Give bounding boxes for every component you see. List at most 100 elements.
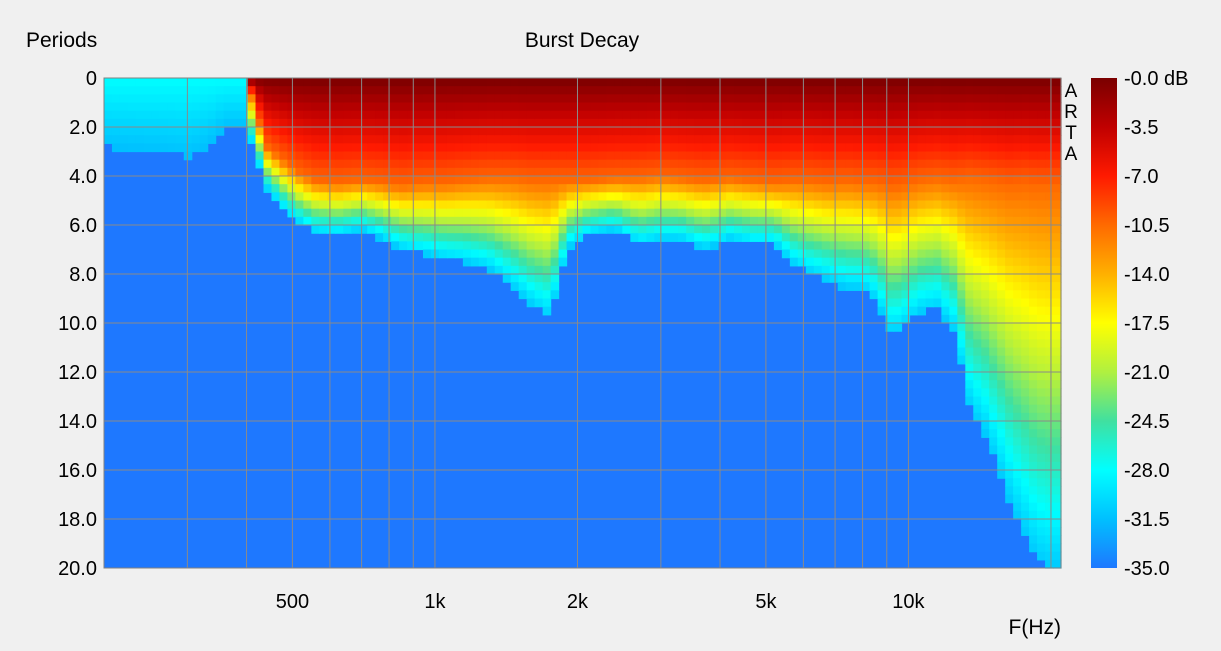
heatmap-cell (446, 241, 456, 251)
heatmap-cell (638, 94, 647, 104)
heatmap-cell (1037, 323, 1046, 332)
heatmap-cell (853, 274, 863, 283)
heatmap-cell (646, 159, 655, 169)
heatmap-cell (757, 233, 767, 242)
heatmap-cell (303, 127, 312, 136)
heatmap-cell (1013, 143, 1022, 153)
heatmap-cell (534, 192, 544, 202)
heatmap-cell (1045, 184, 1054, 193)
heatmap-cell (686, 200, 695, 210)
heatmap-cell (901, 127, 911, 136)
heatmap-cell (1013, 461, 1022, 471)
heatmap-cell (582, 110, 592, 120)
heatmap-cell (502, 110, 512, 120)
heatmap-cell (989, 78, 998, 87)
heatmap-cell (821, 257, 831, 267)
heatmap-cell (391, 159, 400, 169)
heatmap-cell (438, 135, 448, 144)
heatmap-cell (989, 257, 998, 267)
heatmap-cell (813, 241, 823, 251)
heatmap-cell (789, 151, 799, 161)
heatmap-cell (159, 135, 169, 144)
heatmap-cell (279, 151, 289, 161)
heatmap-cell (662, 216, 671, 226)
heatmap-cell (989, 306, 998, 316)
heatmap-cell (399, 167, 408, 177)
heatmap-cell (582, 102, 592, 112)
heatmap-cell (965, 233, 974, 242)
heatmap-cell (765, 159, 775, 169)
heatmap-cell (303, 135, 312, 144)
heatmap-cell (438, 241, 448, 251)
heatmap-cell (343, 102, 352, 112)
heatmap-cell (391, 94, 400, 104)
heatmap-cell (829, 176, 839, 185)
heatmap-cell (343, 78, 352, 87)
heatmap-cell (303, 102, 312, 112)
heatmap-cell (997, 225, 1006, 234)
heatmap-cell (279, 118, 289, 128)
heatmap-cell (383, 233, 392, 242)
heatmap-cell (1037, 388, 1046, 398)
heatmap-cell (813, 135, 823, 144)
heatmap-cell (630, 127, 639, 136)
heatmap-cell (933, 86, 942, 95)
heatmap-cell (829, 102, 839, 112)
heatmap-cell (423, 102, 432, 112)
heatmap-cell (574, 78, 584, 87)
heatmap-cell (399, 216, 408, 226)
heatmap-cell (462, 208, 472, 218)
heatmap-cell (861, 233, 871, 242)
heatmap-cell (670, 176, 679, 185)
heatmap-cell (215, 118, 225, 128)
heatmap-cell (1021, 323, 1030, 332)
heatmap-cell (989, 421, 998, 430)
heatmap-cell (853, 127, 863, 136)
heatmap-cell (861, 282, 871, 291)
heatmap-cell (765, 143, 775, 153)
heatmap-cell (742, 225, 751, 234)
heatmap-cell (295, 167, 304, 177)
heatmap-cell (1005, 331, 1014, 340)
heatmap-cell (861, 241, 871, 251)
heatmap-cell (965, 200, 974, 210)
heatmap-cell (550, 167, 560, 177)
heatmap-cell (646, 118, 655, 128)
heatmap-cell (1029, 86, 1038, 95)
heatmap-cell (438, 78, 448, 87)
heatmap-cell (829, 184, 839, 193)
heatmap-cell (462, 200, 472, 210)
heatmap-cell (622, 118, 631, 128)
heatmap-cell (917, 135, 927, 144)
heatmap-cell (1053, 127, 1062, 136)
heatmap-cell (255, 118, 265, 128)
heatmap-cell (534, 282, 544, 291)
heatmap-cell (981, 192, 990, 202)
heatmap-cell (805, 225, 815, 234)
heatmap-cell (861, 192, 871, 202)
heatmap-cell (869, 274, 879, 283)
heatmap-cell (1053, 135, 1062, 144)
heatmap-cell (143, 135, 153, 144)
heatmap-cell (1037, 94, 1046, 104)
heatmap-cell (295, 184, 304, 193)
heatmap-cell (670, 94, 679, 104)
heatmap-cell (718, 135, 727, 144)
heatmap-cell (215, 102, 225, 112)
heatmap-cell (909, 274, 919, 283)
heatmap-cell (638, 110, 647, 120)
heatmap-cell (263, 184, 273, 193)
heatmap-cell (1037, 372, 1046, 381)
heatmap-cell (781, 216, 791, 226)
heatmap-cell (462, 192, 472, 202)
heatmap-cell (726, 225, 735, 234)
heatmap-cell (1053, 388, 1062, 398)
heatmap-cell (941, 184, 950, 193)
heatmap-cell (423, 78, 432, 87)
heatmap-cell (941, 118, 950, 128)
heatmap-cell (359, 118, 368, 128)
heatmap-cell (319, 151, 328, 161)
heatmap-cell (399, 225, 408, 234)
heatmap-cell (1029, 478, 1038, 487)
heatmap-cell (319, 102, 328, 112)
